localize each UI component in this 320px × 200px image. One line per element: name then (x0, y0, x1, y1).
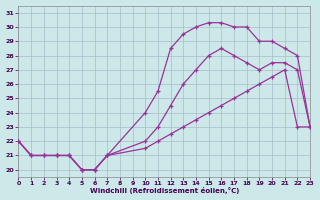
X-axis label: Windchill (Refroidissement éolien,°C): Windchill (Refroidissement éolien,°C) (90, 187, 239, 194)
